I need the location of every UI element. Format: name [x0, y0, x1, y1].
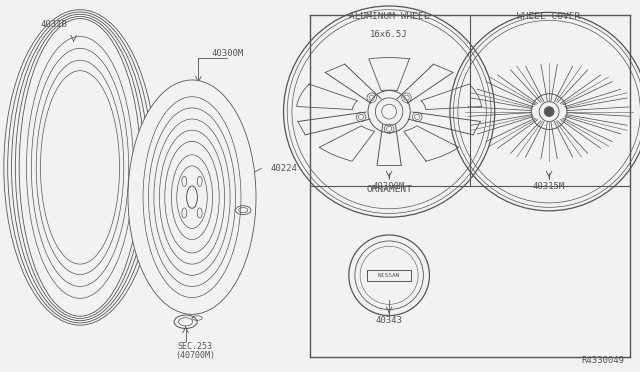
Text: ORNAMENT: ORNAMENT	[366, 185, 412, 194]
Circle shape	[544, 107, 554, 116]
Text: 40224: 40224	[270, 164, 297, 173]
Text: 40315M: 40315M	[533, 182, 565, 190]
Text: 16x6.5J: 16x6.5J	[371, 30, 408, 39]
Ellipse shape	[128, 80, 256, 314]
Ellipse shape	[19, 19, 141, 316]
Text: ALUMINUM WHEEL: ALUMINUM WHEEL	[349, 12, 429, 21]
Ellipse shape	[4, 10, 156, 325]
Text: 4031B: 4031B	[41, 20, 68, 29]
Text: 40300M: 40300M	[373, 182, 405, 190]
Ellipse shape	[134, 84, 250, 311]
Text: R4330049: R4330049	[581, 356, 624, 365]
Ellipse shape	[12, 14, 148, 321]
Text: 40343: 40343	[376, 316, 403, 325]
Ellipse shape	[131, 82, 253, 312]
Ellipse shape	[8, 12, 152, 323]
Ellipse shape	[15, 16, 145, 318]
Text: NISSAN: NISSAN	[378, 273, 401, 278]
Text: 40300M: 40300M	[211, 49, 243, 58]
Text: SEC.253: SEC.253	[178, 342, 212, 351]
Text: WHEEL COVER: WHEEL COVER	[518, 12, 580, 21]
Text: (40700M): (40700M)	[175, 351, 215, 360]
Bar	[367, 270, 412, 280]
Ellipse shape	[138, 86, 246, 309]
